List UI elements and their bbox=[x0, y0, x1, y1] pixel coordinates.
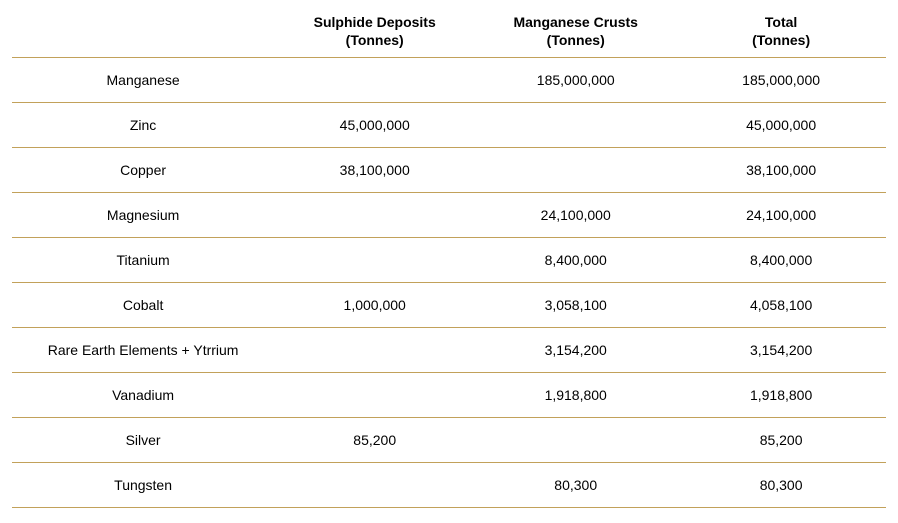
col-header-line2: (Tonnes) bbox=[547, 32, 605, 48]
cell-sulphide bbox=[274, 238, 475, 283]
cell-sulphide bbox=[274, 193, 475, 238]
table-row: Vanadium 1,918,800 1,918,800 bbox=[12, 373, 886, 418]
cell-label: Rare Earth Elements + Ytrrium bbox=[12, 328, 274, 373]
cell-total: 24,100,000 bbox=[676, 193, 886, 238]
cell-crusts bbox=[475, 418, 676, 463]
cell-crusts: 80,300 bbox=[475, 463, 676, 508]
cell-total: 185,000,000 bbox=[676, 58, 886, 103]
cell-label: Manganese bbox=[12, 58, 274, 103]
cell-total: 38,100,000 bbox=[676, 148, 886, 193]
cell-label: Tungsten bbox=[12, 463, 274, 508]
cell-sulphide bbox=[274, 373, 475, 418]
cell-crusts: 185,000,000 bbox=[475, 58, 676, 103]
col-header-line1: Total bbox=[765, 14, 797, 30]
cell-crusts: 3,058,100 bbox=[475, 283, 676, 328]
cell-label: Vanadium bbox=[12, 373, 274, 418]
cell-total: 3,154,200 bbox=[676, 328, 886, 373]
col-header-line2: (Tonnes) bbox=[752, 32, 810, 48]
table-row: Magnesium 24,100,000 24,100,000 bbox=[12, 193, 886, 238]
cell-sulphide: 38,100,000 bbox=[274, 148, 475, 193]
cell-crusts: 8,400,000 bbox=[475, 238, 676, 283]
col-header-crusts: Manganese Crusts (Tonnes) bbox=[475, 8, 676, 58]
table-row: Rare Earth Elements + Ytrrium 3,154,200 … bbox=[12, 328, 886, 373]
cell-sulphide: 85,200 bbox=[274, 418, 475, 463]
table-row: Copper 38,100,000 38,100,000 bbox=[12, 148, 886, 193]
cell-total: 1,918,800 bbox=[676, 373, 886, 418]
cell-total: 4,058,100 bbox=[676, 283, 886, 328]
cell-label: Titanium bbox=[12, 238, 274, 283]
table-row: Silver 85,200 85,200 bbox=[12, 418, 886, 463]
table-header-row: Sulphide Deposits (Tonnes) Manganese Cru… bbox=[12, 8, 886, 58]
table-row: Tungsten 80,300 80,300 bbox=[12, 463, 886, 508]
cell-label: Copper bbox=[12, 148, 274, 193]
table-row: Titanium 8,400,000 8,400,000 bbox=[12, 238, 886, 283]
table-body: Manganese 185,000,000 185,000,000 Zinc 4… bbox=[12, 58, 886, 508]
cell-crusts: 1,918,800 bbox=[475, 373, 676, 418]
cell-sulphide: 45,000,000 bbox=[274, 103, 475, 148]
cell-total: 45,000,000 bbox=[676, 103, 886, 148]
cell-sulphide bbox=[274, 328, 475, 373]
minerals-table: Sulphide Deposits (Tonnes) Manganese Cru… bbox=[12, 8, 886, 508]
col-header-line1: Manganese Crusts bbox=[513, 14, 637, 30]
cell-total: 8,400,000 bbox=[676, 238, 886, 283]
cell-sulphide bbox=[274, 58, 475, 103]
table-row: Manganese 185,000,000 185,000,000 bbox=[12, 58, 886, 103]
cell-crusts: 24,100,000 bbox=[475, 193, 676, 238]
col-header-sulphide: Sulphide Deposits (Tonnes) bbox=[274, 8, 475, 58]
cell-crusts: 3,154,200 bbox=[475, 328, 676, 373]
col-header-total: Total (Tonnes) bbox=[676, 8, 886, 58]
cell-sulphide bbox=[274, 463, 475, 508]
cell-total: 85,200 bbox=[676, 418, 886, 463]
col-header-line1: Sulphide Deposits bbox=[314, 14, 436, 30]
col-header-label bbox=[12, 8, 274, 58]
cell-sulphide: 1,000,000 bbox=[274, 283, 475, 328]
cell-total: 80,300 bbox=[676, 463, 886, 508]
col-header-line2: (Tonnes) bbox=[346, 32, 404, 48]
table-row: Zinc 45,000,000 45,000,000 bbox=[12, 103, 886, 148]
cell-label: Magnesium bbox=[12, 193, 274, 238]
cell-label: Zinc bbox=[12, 103, 274, 148]
cell-label: Cobalt bbox=[12, 283, 274, 328]
cell-crusts bbox=[475, 103, 676, 148]
cell-crusts bbox=[475, 148, 676, 193]
table-row: Cobalt 1,000,000 3,058,100 4,058,100 bbox=[12, 283, 886, 328]
cell-label: Silver bbox=[12, 418, 274, 463]
